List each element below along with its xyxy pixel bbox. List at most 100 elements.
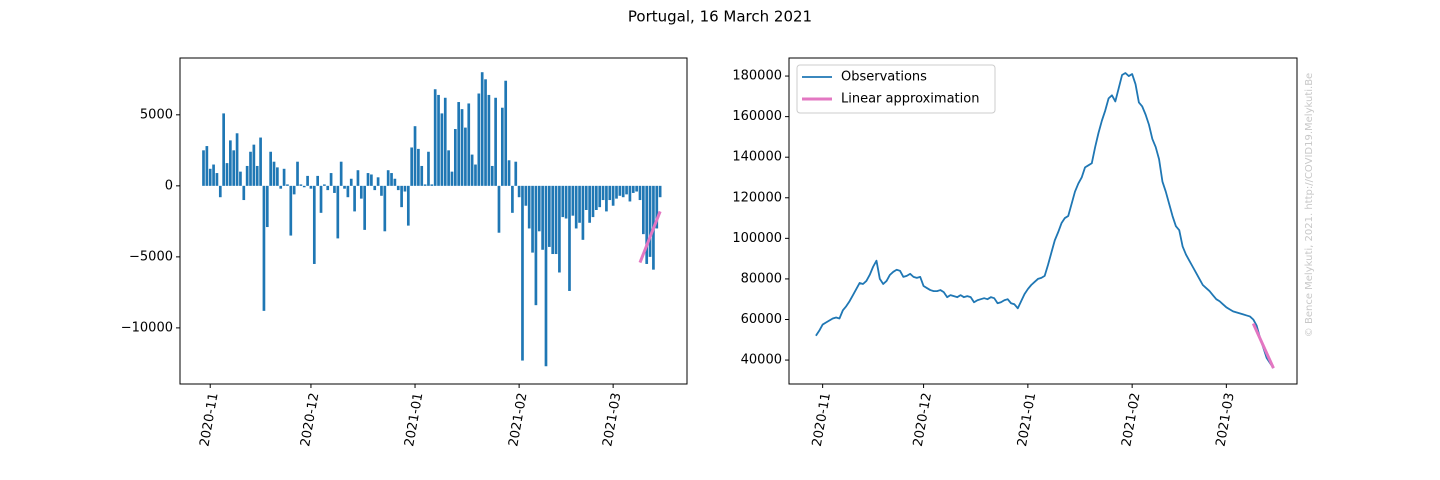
bar bbox=[400, 185, 403, 208]
bar bbox=[467, 103, 471, 186]
axis-frame bbox=[179, 57, 688, 385]
bar bbox=[262, 185, 266, 311]
bar bbox=[215, 173, 219, 186]
watermark: © Bence Melykuti, 2021. http://COVID19.M… bbox=[1304, 73, 1315, 337]
bar bbox=[218, 185, 222, 198]
bar bbox=[631, 185, 635, 193]
bar bbox=[366, 173, 370, 186]
legend-box bbox=[796, 64, 996, 114]
bar bbox=[484, 79, 487, 186]
bar bbox=[296, 161, 299, 186]
bar bbox=[319, 185, 323, 213]
bar bbox=[292, 185, 296, 195]
bar bbox=[588, 185, 591, 223]
bar bbox=[658, 185, 662, 198]
bar bbox=[568, 185, 571, 291]
bar bbox=[517, 185, 521, 198]
bar bbox=[514, 161, 518, 186]
bar bbox=[618, 185, 622, 196]
bar bbox=[410, 147, 414, 186]
bar bbox=[259, 137, 262, 186]
bar bbox=[571, 185, 575, 216]
bar bbox=[343, 185, 346, 189]
bar bbox=[554, 185, 558, 255]
legend-label: Observations bbox=[841, 70, 927, 85]
bar bbox=[427, 151, 430, 186]
bar bbox=[309, 185, 313, 189]
bar bbox=[524, 185, 528, 206]
bar bbox=[534, 185, 538, 306]
bar bbox=[574, 185, 578, 229]
bar bbox=[443, 97, 447, 186]
axes: 40000 60000 80000 100000 120000 140000 160000 1… bbox=[732, 57, 1298, 448]
bar bbox=[507, 160, 511, 186]
bar bbox=[229, 140, 232, 186]
y-tick-label: −10000 bbox=[121, 320, 173, 335]
bar bbox=[239, 171, 242, 186]
bar bbox=[638, 185, 642, 201]
bar bbox=[376, 177, 380, 186]
bar bbox=[598, 185, 602, 208]
x-tick-label: 2021-02 bbox=[506, 392, 530, 448]
bar bbox=[453, 129, 457, 186]
bar bbox=[645, 185, 649, 264]
bar bbox=[433, 89, 437, 186]
bar bbox=[487, 94, 491, 186]
bar bbox=[323, 184, 326, 186]
bar bbox=[591, 185, 595, 218]
bar bbox=[282, 168, 286, 186]
y-tick-label: 0 bbox=[165, 178, 173, 193]
bar bbox=[615, 185, 618, 199]
x-tick-label: 2020-12 bbox=[298, 392, 322, 448]
bar bbox=[460, 109, 464, 186]
bar bbox=[403, 185, 407, 192]
bar bbox=[336, 185, 340, 239]
x-tick-label: 2020-11 bbox=[197, 392, 221, 448]
bar bbox=[423, 184, 427, 186]
bar bbox=[477, 93, 481, 186]
y-tick-label: 120000 bbox=[732, 190, 782, 205]
bar bbox=[208, 168, 212, 186]
bar bbox=[346, 185, 350, 198]
y-tick-label: 80000 bbox=[741, 271, 782, 286]
bar bbox=[205, 146, 209, 186]
series-line bbox=[815, 72, 1275, 369]
bar bbox=[648, 185, 652, 257]
x-tick-label: 2020-11 bbox=[810, 392, 834, 448]
y-tick-label: 180000 bbox=[732, 69, 782, 84]
bar bbox=[578, 185, 581, 223]
bar bbox=[249, 151, 252, 186]
series-line bbox=[1251, 322, 1275, 369]
bar bbox=[222, 113, 225, 186]
bar bbox=[235, 133, 239, 186]
bar bbox=[437, 94, 440, 186]
bar bbox=[333, 185, 336, 193]
bar bbox=[269, 151, 272, 186]
x-tick-label: 2021-03 bbox=[600, 392, 624, 448]
bar bbox=[531, 185, 534, 253]
bar bbox=[494, 97, 497, 186]
bar bbox=[457, 102, 461, 186]
legend-label: Linear approximation bbox=[841, 92, 979, 107]
bar bbox=[299, 184, 303, 186]
y-tick-label: −5000 bbox=[129, 249, 173, 264]
bar bbox=[635, 185, 638, 192]
bar bbox=[312, 185, 316, 264]
bar bbox=[286, 184, 289, 186]
bar bbox=[406, 185, 410, 226]
bar bbox=[356, 170, 360, 186]
bar bbox=[383, 185, 387, 232]
bar bbox=[625, 185, 628, 195]
bar bbox=[363, 185, 367, 230]
bar bbox=[611, 185, 615, 206]
bar bbox=[628, 185, 632, 202]
y-tick-label: 100000 bbox=[732, 231, 782, 246]
bar bbox=[521, 185, 524, 361]
bar bbox=[541, 185, 544, 250]
y-tick-label: 140000 bbox=[732, 150, 782, 165]
bar bbox=[279, 185, 283, 189]
bar bbox=[370, 174, 373, 186]
bar bbox=[537, 185, 541, 232]
bar bbox=[373, 185, 377, 191]
